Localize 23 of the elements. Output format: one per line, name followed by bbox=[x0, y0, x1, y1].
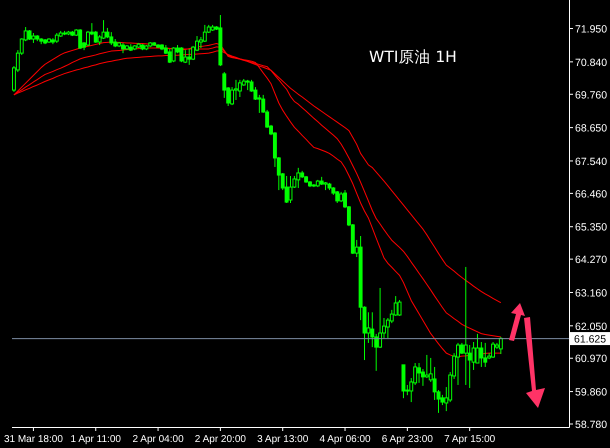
y-tick-label: 67.540 bbox=[575, 156, 608, 168]
x-tick-label: 2 Apr 20:00 bbox=[194, 434, 246, 445]
y-tick-label: 71.950 bbox=[575, 24, 608, 36]
y-tick-label: 63.160 bbox=[575, 287, 608, 300]
y-tick-label: 66.460 bbox=[575, 188, 608, 200]
y-tick-label: 70.840 bbox=[575, 56, 608, 69]
y-tick-label: 62.050 bbox=[575, 320, 608, 333]
y-tick-label: 69.760 bbox=[575, 89, 608, 102]
y-tick-label: 59.860 bbox=[575, 386, 608, 399]
x-tick-label: 3 Apr 13:00 bbox=[257, 434, 309, 445]
y-tick-label: 60.970 bbox=[575, 353, 608, 366]
x-tick-label: 31 Mar 18:00 bbox=[4, 434, 64, 445]
x-tick-label: 6 Apr 23:00 bbox=[382, 434, 434, 445]
x-tick-label: 1 Apr 11:00 bbox=[70, 434, 122, 445]
x-tick-label: 7 Apr 15:00 bbox=[444, 434, 496, 445]
y-tick-label: 58.780 bbox=[575, 418, 608, 431]
y-tick-label: 64.270 bbox=[575, 254, 608, 266]
y-tick-label: 65.350 bbox=[575, 222, 608, 234]
ref-line-label: 61.625 bbox=[574, 334, 606, 346]
y-tick-label: 68.650 bbox=[575, 122, 608, 135]
x-tick-label: 4 Apr 06:00 bbox=[319, 434, 372, 445]
x-tick-label: 2 Apr 04:00 bbox=[132, 434, 184, 445]
text: WTI原油 1H bbox=[369, 48, 457, 66]
